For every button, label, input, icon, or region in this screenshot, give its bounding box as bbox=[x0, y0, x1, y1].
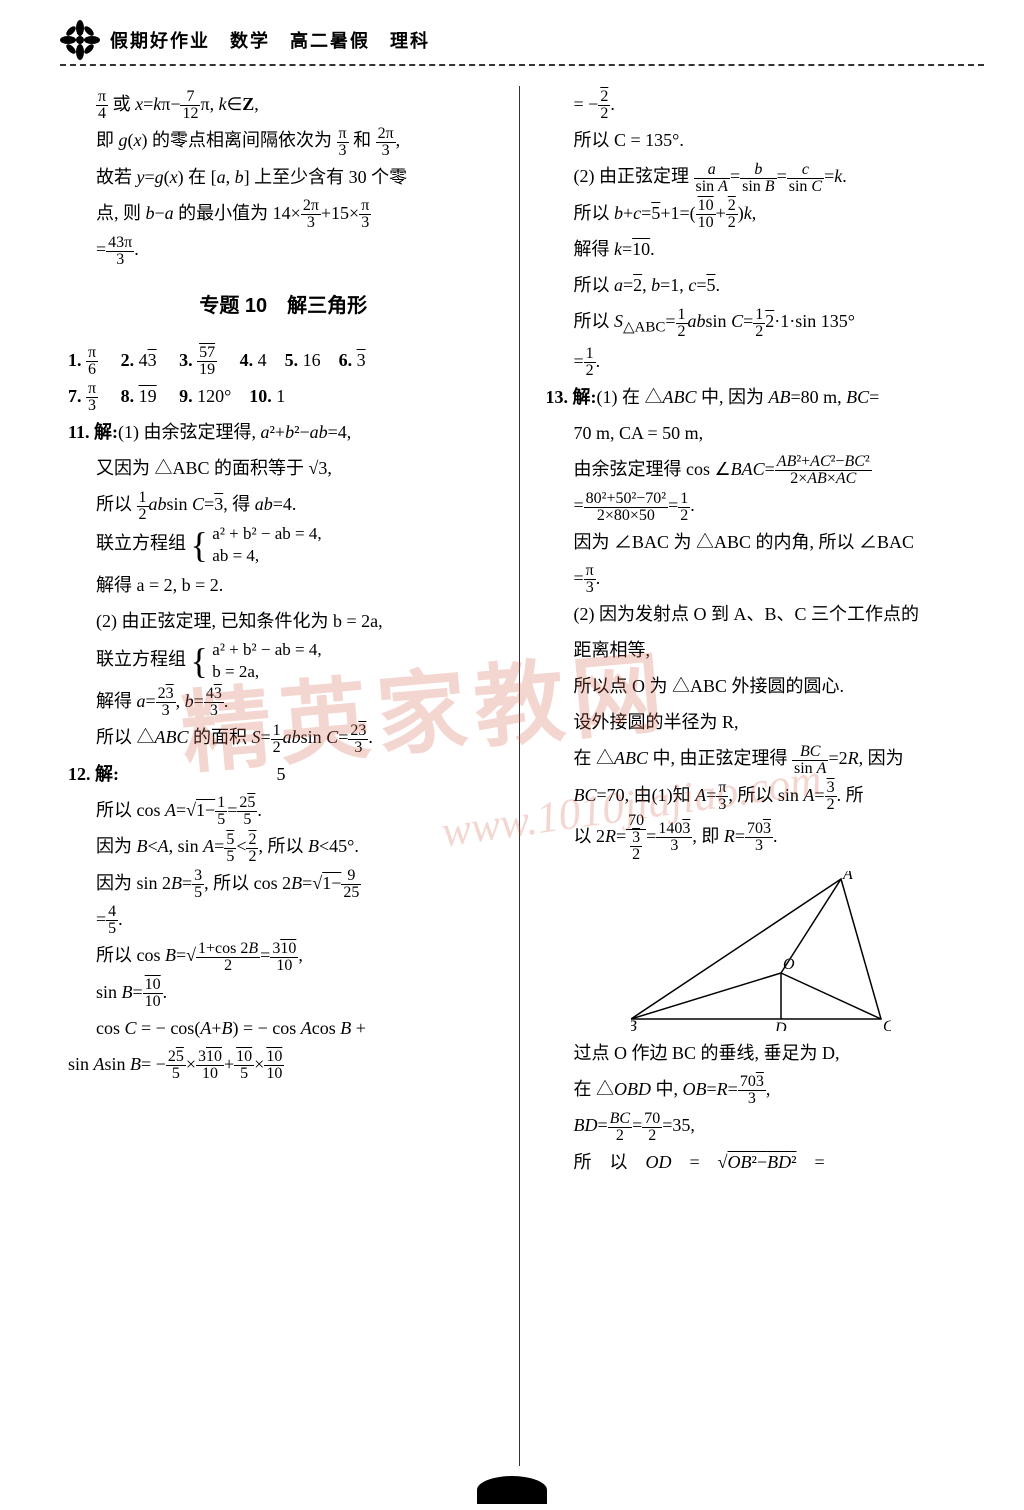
brace1-bot: ab = 4, bbox=[212, 546, 259, 565]
q12-line: =45. bbox=[60, 901, 507, 937]
cont12-line: 所以 C = 135°. bbox=[538, 122, 985, 158]
q12-line: sin B=1010. bbox=[60, 974, 507, 1010]
q13-head: 13. 解:(1) 在 △ABC 中, 因为 AB=80 m, BC= bbox=[538, 379, 985, 415]
cont12-line: 解得 k=10. bbox=[538, 231, 985, 267]
cont12-line: 所以 b+c=5+1=(1010+22)k, bbox=[538, 195, 985, 231]
q13-line: 以 2R=7032=14033, 即 R=7033. bbox=[538, 813, 985, 863]
q12-line: 所以 cos B=√1+cos 2B2=31010, bbox=[60, 937, 507, 973]
flower-icon bbox=[60, 20, 100, 60]
header-title: 假期好作业 数学 高二暑假 理科 bbox=[110, 27, 430, 53]
tri-label-A: A bbox=[842, 871, 853, 883]
tri-label-C: C bbox=[883, 1018, 891, 1031]
q11-brace2: 联立方程组 { a² + b² − ab = 4, b = 2a, bbox=[60, 639, 507, 683]
q11-brace1: 联立方程组 { a² + b² − ab = 4, ab = 4, bbox=[60, 523, 507, 567]
q12-blank: 5 bbox=[277, 764, 286, 784]
triangle-diagram: A B C O D bbox=[631, 871, 891, 1031]
q13-after: 所 以 OD = √OB²−BD² = bbox=[538, 1144, 985, 1180]
q13-line: 由余弦定理得 cos ∠BAC=AB²+AC²−BC²2×AB×AC bbox=[538, 451, 985, 487]
q13-after: BD=BC2=702=35, bbox=[538, 1107, 985, 1143]
tri-label-D: D bbox=[774, 1020, 787, 1031]
cont12-line: = −22. bbox=[538, 86, 985, 122]
q13-after: 在 △OBD 中, OB=R=7033, bbox=[538, 1071, 985, 1107]
q12-line: cos C = − cos(A+B) = − cos Acos B + bbox=[60, 1010, 507, 1046]
page: 假期好作业 数学 高二暑假 理科 精英家教网 www.1010jiajiao.c… bbox=[0, 0, 1024, 1510]
tri-label-B: B bbox=[631, 1018, 637, 1031]
q13-line: =80²+50²−70²2×80×50=12. bbox=[538, 487, 985, 523]
pre-line: π4 或 x=kπ−712π, k∈Z, bbox=[60, 86, 507, 122]
cont12-line: 所以 S△ABC=12absin C=122·1·sin 135° bbox=[538, 303, 985, 343]
pre-line: =43π3. bbox=[60, 231, 507, 267]
q11-line: 又因为 △ABC 的面积等于 √3, bbox=[60, 450, 507, 486]
q12-line: 因为 B<A, sin A=55<22, 所以 B<45°. bbox=[60, 828, 507, 864]
q11-line: 解得 a=233, b=433. bbox=[60, 683, 507, 719]
q13-line: =π3. bbox=[538, 560, 985, 596]
section-title: 专题 10 解三角形 bbox=[60, 286, 507, 326]
q11-head: 11. 解:(1) 由余弦定理得, a²+b²−ab=4, bbox=[60, 414, 507, 450]
cont12-line: =12. bbox=[538, 343, 985, 379]
left-column: π4 或 x=kπ−712π, k∈Z, 即 g(x) 的零点相离间隔依次为 π… bbox=[60, 86, 520, 1466]
q13-line: 在 △ABC 中, 由正弦定理得 BCsin A=2R, 因为 bbox=[538, 740, 985, 776]
page-header: 假期好作业 数学 高二暑假 理科 bbox=[60, 20, 984, 66]
q11-line: 所以 △ABC 的面积 S=12absin C=233. bbox=[60, 719, 507, 755]
pre-line: 点, 则 b−a 的最小值为 14×2π3+15×π3 bbox=[60, 195, 507, 231]
columns: π4 或 x=kπ−712π, k∈Z, 即 g(x) 的零点相离间隔依次为 π… bbox=[60, 86, 984, 1466]
q11-line: 所以 12absin C=3, 得 ab=4. bbox=[60, 486, 507, 522]
pre-line: 即 g(x) 的零点相离间隔依次为 π3 和 2π3, bbox=[60, 122, 507, 158]
answers-row-1: 1. π6 2. 43 3. 5719 4. 4 5. 16 6. 3 bbox=[60, 342, 507, 378]
brace2-bot: b = 2a, bbox=[212, 662, 259, 681]
cont12-line: 所以 a=2, b=1, c=5. bbox=[538, 267, 985, 303]
tri-label-O: O bbox=[783, 956, 795, 973]
q11-line: (2) 由正弦定理, 已知条件化为 b = 2a, bbox=[60, 603, 507, 639]
q12-head: 12. 解: _____ 5 bbox=[60, 756, 507, 792]
q13-line: 70 m, CA = 50 m, bbox=[538, 415, 985, 451]
cont12-line: (2) 由正弦定理 asin A=bsin B=csin C=k. bbox=[538, 158, 985, 194]
q13-after: 过点 O 作边 BC 的垂线, 垂足为 D, bbox=[538, 1035, 985, 1071]
q13-line: BC=70, 由(1)知 A=π3, 所以 sin A=32. 所 bbox=[538, 777, 985, 813]
q13-line: 所以点 O 为 △ABC 外接圆的圆心. bbox=[538, 668, 985, 704]
q12-line: 所以 cos A=√1−15=255. bbox=[60, 792, 507, 828]
brace2-top: a² + b² − ab = 4, bbox=[212, 640, 321, 659]
q13-line: 距离相等, bbox=[538, 632, 985, 668]
q13-line: (2) 因为发射点 O 到 A、B、C 三个工作点的 bbox=[538, 596, 985, 632]
q13-line: 设外接圆的半径为 R, bbox=[538, 704, 985, 740]
q12-line: 因为 sin 2B=35, 所以 cos 2B=√1−925 bbox=[60, 865, 507, 901]
q12-line: sin Asin B= −255×31010+105×1010 bbox=[60, 1046, 507, 1082]
right-column: = −22. 所以 C = 135°. (2) 由正弦定理 asin A=bsi… bbox=[520, 86, 985, 1466]
q11-line: 解得 a = 2, b = 2. bbox=[60, 567, 507, 603]
answers-row-2: 7. π3 8. 19 9. 120° 10. 1 bbox=[60, 378, 507, 414]
footer-stub-icon bbox=[477, 1476, 547, 1504]
q13-line: 因为 ∠BAC 为 △ABC 的内角, 所以 ∠BAC bbox=[538, 524, 985, 560]
brace1-top: a² + b² − ab = 4, bbox=[212, 524, 321, 543]
pre-line: 故若 y=g(x) 在 [a, b] 上至少含有 30 个零 bbox=[60, 159, 507, 195]
